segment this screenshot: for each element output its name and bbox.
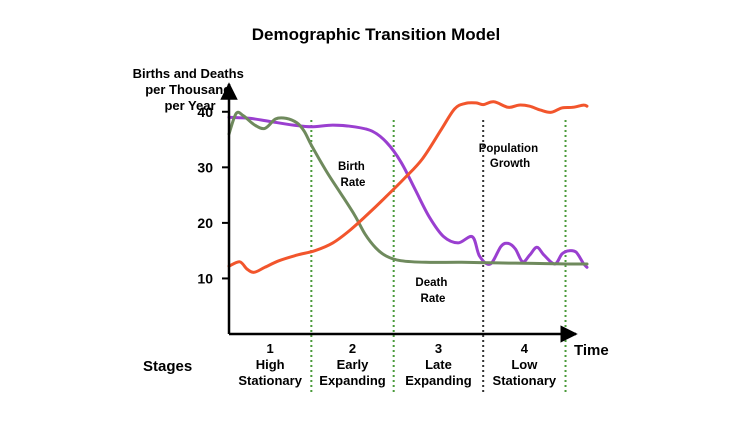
birth-rate-label: Birth Rate <box>338 161 368 189</box>
chart-title: Demographic Transition Model <box>252 25 500 44</box>
y-tick-label-30: 30 <box>197 159 213 175</box>
stage-3-label-line-1: Late <box>425 357 452 372</box>
stage-2-label-line-1: Early <box>337 357 370 372</box>
stage-4-label-line-1: Low <box>511 357 538 372</box>
stage-1-label-line-2: Stationary <box>238 373 302 388</box>
y-tick-label-40: 40 <box>197 104 213 120</box>
y-ticks: 40 30 20 10 <box>197 104 229 286</box>
series-line-death-rate <box>227 110 589 266</box>
stage-4-number: 4 <box>521 341 529 356</box>
death-rate-label-line-1: Death <box>415 277 447 289</box>
stage-labels: 1HighStationary2EarlyExpanding3LateExpan… <box>238 341 557 388</box>
population-growth-label: Population Growth <box>479 143 542 170</box>
y-axis-label-line-3: per Year <box>164 98 215 113</box>
y-tick-label-10: 10 <box>197 270 213 286</box>
birth-rate-label-line-2: Rate <box>341 177 366 189</box>
birth-rate-label-line-1: Birth <box>338 161 365 173</box>
stage-1-number: 1 <box>267 341 274 356</box>
population-growth-label-line-1: Population <box>479 143 538 155</box>
y-axis-label-line-1: Births and Deaths <box>133 66 244 81</box>
stage-dividers <box>310 120 567 395</box>
stage-3-number: 3 <box>435 341 442 356</box>
stage-4-label-line-2: Stationary <box>493 373 557 388</box>
death-rate-label: Death Rate <box>415 277 450 305</box>
population-growth-label-line-2: Growth <box>490 158 530 170</box>
stage-1-label-line-1: High <box>256 357 285 372</box>
stage-3-label-line-2: Expanding <box>405 373 472 388</box>
y-axis-label-line-2: per Thousand <box>145 82 231 97</box>
series-line-population-growth <box>227 100 589 274</box>
y-tick-label-20: 20 <box>197 215 213 231</box>
stages-label: Stages <box>143 358 192 375</box>
series-lines <box>227 100 589 274</box>
death-rate-label-line-2: Rate <box>421 293 446 305</box>
x-axis-label: Time <box>574 342 609 359</box>
stage-2-label-line-2: Expanding <box>319 373 386 388</box>
y-axis-label: Births and Deaths per Thousand per Year <box>133 66 248 113</box>
stage-2-number: 2 <box>349 341 356 356</box>
series-line-birth-rate <box>227 115 589 269</box>
